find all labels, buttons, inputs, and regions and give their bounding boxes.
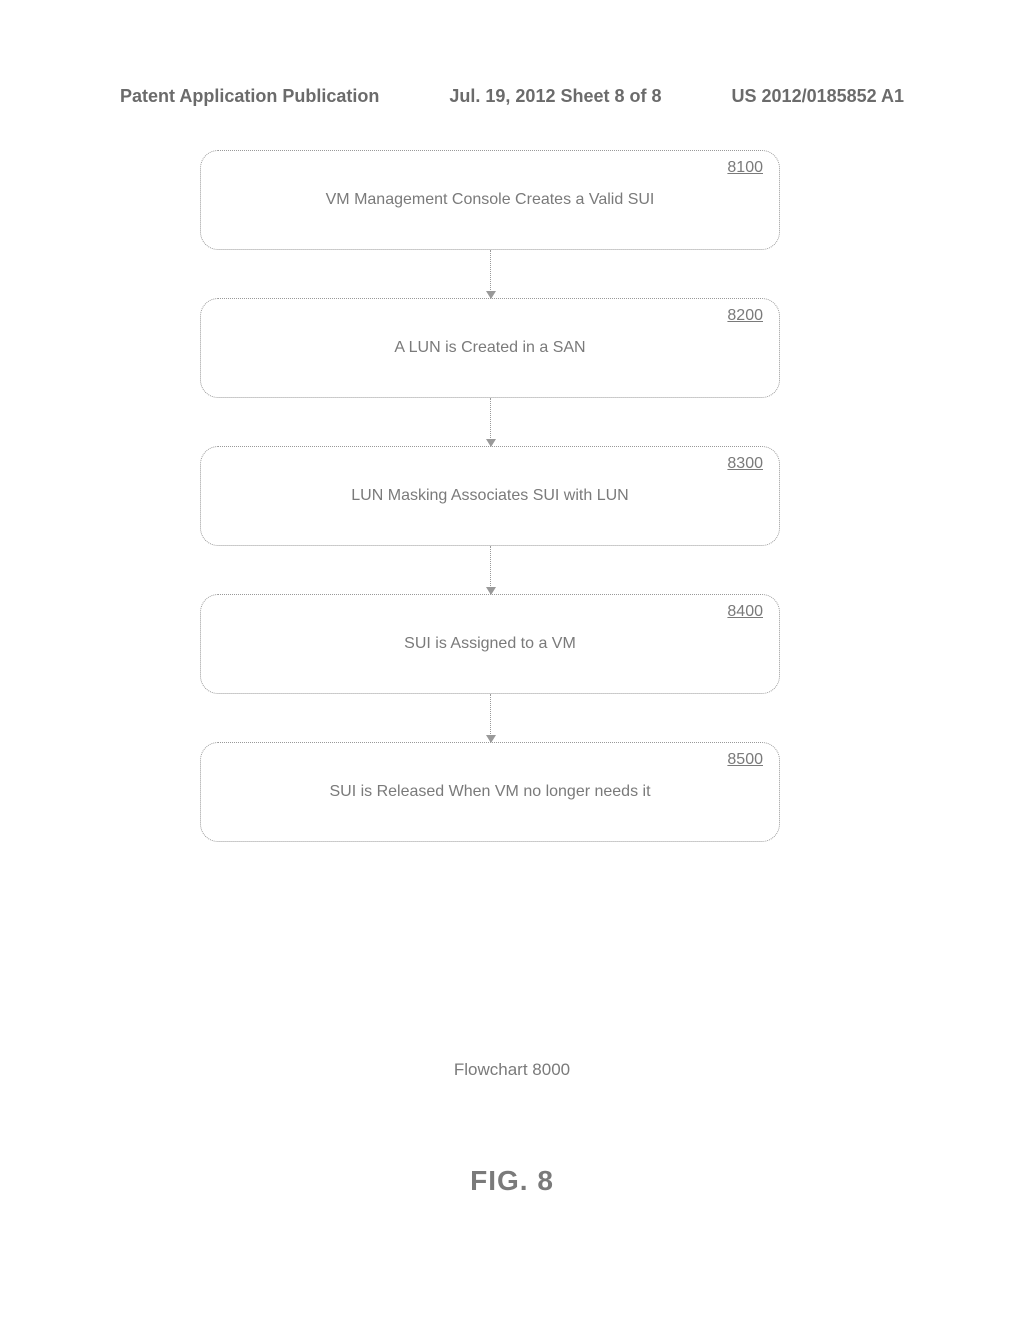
figure-label: FIG. 8 xyxy=(0,1165,1024,1197)
node-id: 8400 xyxy=(727,603,763,621)
flow-node-8300: 8300 LUN Masking Associates SUI with LUN xyxy=(200,446,780,546)
flow-node-8100: 8100 VM Management Console Creates a Val… xyxy=(200,150,780,250)
node-label: LUN Masking Associates SUI with LUN xyxy=(351,487,628,505)
flow-node-8500: 8500 SUI is Released When VM no longer n… xyxy=(200,742,780,842)
node-id: 8500 xyxy=(727,751,763,769)
node-id: 8300 xyxy=(727,455,763,473)
flow-node-8400: 8400 SUI is Assigned to a VM xyxy=(200,594,780,694)
node-id: 8100 xyxy=(727,159,763,177)
flow-arrow xyxy=(490,694,491,742)
page-header: Patent Application Publication Jul. 19, … xyxy=(0,86,1024,107)
header-center: Jul. 19, 2012 Sheet 8 of 8 xyxy=(449,86,661,107)
node-id: 8200 xyxy=(727,307,763,325)
node-label: SUI is Released When VM no longer needs … xyxy=(329,783,650,801)
flow-arrow xyxy=(490,250,491,298)
node-label: VM Management Console Creates a Valid SU… xyxy=(326,191,655,209)
flowchart-caption: Flowchart 8000 xyxy=(0,1060,1024,1080)
flow-node-8200: 8200 A LUN is Created in a SAN xyxy=(200,298,780,398)
flow-arrow xyxy=(490,398,491,446)
header-right: US 2012/0185852 A1 xyxy=(732,86,904,107)
node-label: SUI is Assigned to a VM xyxy=(404,635,576,653)
header-left: Patent Application Publication xyxy=(120,86,379,107)
node-label: A LUN is Created in a SAN xyxy=(394,339,585,357)
flowchart: 8100 VM Management Console Creates a Val… xyxy=(200,150,780,842)
flow-arrow xyxy=(490,546,491,594)
